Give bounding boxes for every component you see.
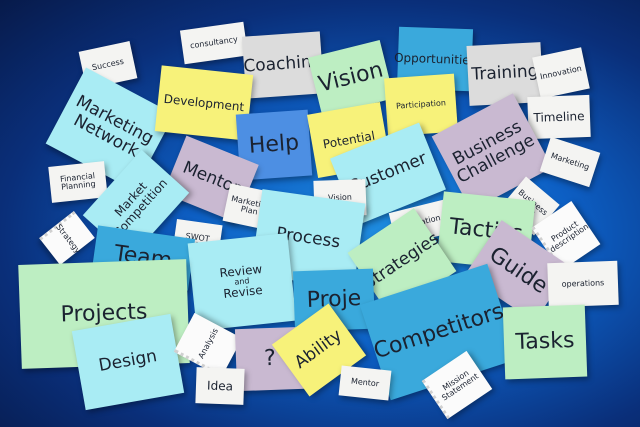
note-consultancy: consultancy <box>179 21 249 65</box>
note-label: Product description <box>548 218 591 255</box>
note-label: Vision <box>316 57 386 99</box>
note-label: Idea <box>206 378 234 394</box>
note-label: Financial Planning <box>59 170 96 192</box>
note-label: Analysis <box>196 326 220 361</box>
note-review-and-revise: Review and Revise <box>187 233 297 331</box>
note-label: Training <box>470 61 539 85</box>
note-label: consultancy <box>189 34 239 51</box>
note-label: Marketing <box>549 150 591 172</box>
note-label: operations <box>561 278 605 289</box>
note-label: Success <box>91 56 125 73</box>
note-label: Innovation <box>539 63 583 82</box>
note-design: Design <box>71 313 185 411</box>
note-label: Mentor <box>350 376 380 389</box>
note-label: Strategy <box>54 222 83 256</box>
note-label: Help <box>248 130 300 160</box>
note-label-revise: Revise <box>222 283 264 302</box>
note-label: Ability <box>291 325 346 374</box>
note-tasks: Tasks <box>502 304 588 380</box>
note-timeline: Timeline <box>527 94 591 140</box>
note-operations: operations <box>547 260 619 308</box>
note-label: Tasks <box>515 328 575 356</box>
note-label: Design <box>97 346 159 377</box>
note-label: Competitors <box>370 299 508 365</box>
note-label: Mission Statement <box>440 368 481 403</box>
note-idea: Idea <box>195 367 245 405</box>
note-label: Timeline <box>533 108 585 125</box>
note-label: Opportunities <box>393 50 477 68</box>
note-label: Proje <box>306 286 362 314</box>
note-mentor-bottom: Mentor <box>338 365 392 401</box>
note-label: Participation <box>395 98 447 111</box>
note-innovation: Innovation <box>532 47 590 99</box>
note-label: Development <box>163 91 245 114</box>
note-marketing-right: Marketing <box>539 136 601 188</box>
note-label: ? <box>263 346 277 372</box>
